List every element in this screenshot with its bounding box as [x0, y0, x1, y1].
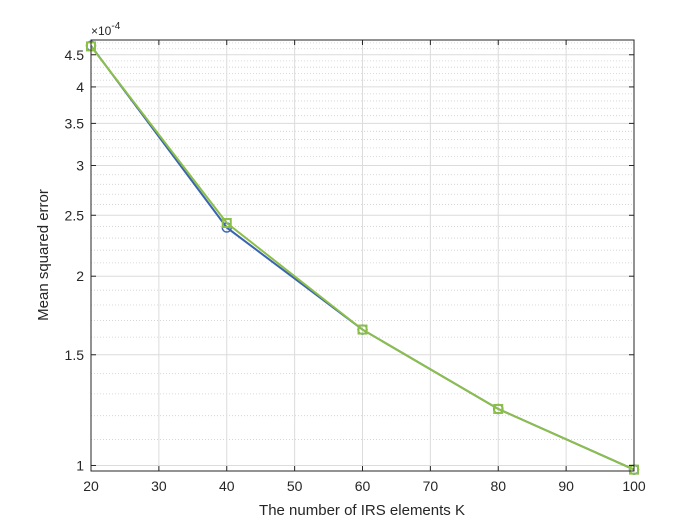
y-tick-label: 3.5 [65, 115, 85, 131]
x-tick-label: 20 [83, 478, 99, 494]
tick-labels: 20 30 40 50 60 70 80 90 100 1 1.5 2 2.5 3 3.5 4 4.5 [65, 47, 646, 494]
x-tick-label: 70 [423, 478, 439, 494]
y-tick-label: 2 [76, 268, 84, 284]
minor-grid [91, 42, 634, 440]
y-tick-label: 4 [76, 79, 84, 95]
y-tick-label: 1 [76, 457, 84, 473]
y-tick-label: 3 [76, 157, 84, 173]
x-tick-label: 40 [219, 478, 235, 494]
x-tick-label: 90 [558, 478, 574, 494]
x-tick-label: 60 [355, 478, 371, 494]
y-tick-label: 4.5 [65, 47, 85, 63]
y-axis-label: Mean squared error [35, 189, 52, 321]
series-line-2 [90, 45, 635, 471]
x-tick-label: 80 [490, 478, 506, 494]
series-2-marker [221, 218, 232, 229]
x-tick-label: 100 [622, 478, 646, 494]
y-tick-label: 2.5 [65, 207, 85, 223]
y-exponent-base: ×10 [91, 24, 112, 38]
axis-ticks [90, 40, 635, 471]
y-exponent-power: -4 [111, 21, 120, 32]
x-tick-label: 30 [151, 478, 167, 494]
series-2-marker [357, 324, 368, 335]
y-tick-label: 1.5 [65, 347, 85, 363]
y-exponent-label: ×10-4 [91, 21, 121, 38]
x-axis-label: The number of IRS elements K [259, 502, 465, 519]
x-tick-label: 50 [287, 478, 303, 494]
series-layer [85, 40, 640, 475]
series-2-marker [493, 403, 504, 414]
